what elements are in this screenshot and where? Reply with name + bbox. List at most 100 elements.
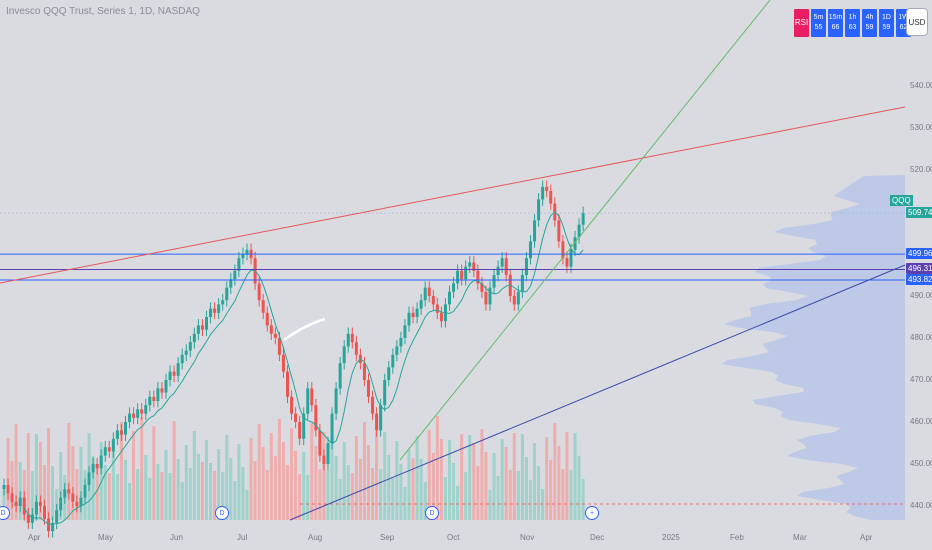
volume-bar (229, 458, 233, 520)
volume-bar (573, 433, 577, 520)
candle-body (472, 262, 476, 271)
candle-body (119, 430, 123, 435)
candle-body (75, 501, 79, 506)
dividend-marker[interactable]: D (0, 506, 10, 520)
timeframe-rsi[interactable]: RSI (794, 9, 809, 37)
volume-bar (431, 453, 435, 520)
volume-bar (553, 423, 557, 520)
volume-bar (468, 435, 472, 520)
x-tick-label: May (98, 533, 114, 542)
volume-bar (95, 464, 99, 520)
volume-bar (140, 417, 144, 520)
volume-bar (196, 454, 200, 520)
volume-bar (43, 465, 46, 520)
candle-body (277, 338, 281, 355)
candle-body (318, 430, 322, 456)
candle-body (132, 413, 136, 418)
timeframe-15m[interactable]: 15m 66 (828, 9, 843, 37)
add-event-marker[interactable]: + (585, 506, 599, 520)
candle-body (67, 489, 71, 494)
volume-bar (411, 458, 415, 520)
volume-bar (269, 433, 273, 520)
volume-bar (34, 434, 38, 520)
volume-bar (496, 476, 500, 520)
candle-body (168, 371, 172, 380)
volume-bar (148, 478, 152, 520)
candle-body (95, 464, 99, 469)
volume-bar (59, 452, 63, 520)
volume-bar (375, 431, 379, 520)
candle-body (286, 371, 289, 397)
candle-body (362, 363, 366, 380)
volume-bar (172, 421, 176, 520)
price-label: 493.82 (906, 273, 932, 285)
volume-bar (358, 459, 362, 520)
y-tick-label: 460.00 (910, 417, 932, 426)
candle-body (71, 493, 75, 502)
volume-bar (164, 450, 168, 520)
candle-body (209, 308, 213, 317)
candle-body (10, 493, 14, 502)
resistance-trendline (0, 106, 906, 284)
price-label: 499.96 (906, 248, 932, 260)
volume-bar (480, 429, 484, 520)
volume-bar (115, 474, 119, 520)
timeframe-4h[interactable]: 4h 59 (862, 9, 877, 37)
volume-bar (354, 436, 358, 520)
candle-body (415, 308, 419, 317)
volume-bar (294, 451, 298, 520)
dividend-marker[interactable]: D (425, 506, 439, 520)
candle-body (184, 350, 188, 355)
candle-body (47, 518, 51, 532)
candle-body (281, 354, 285, 372)
volume-bar (237, 444, 241, 520)
candle-body (172, 371, 176, 376)
volume-bar (581, 479, 585, 520)
candle-body (488, 287, 492, 305)
candle-body (59, 497, 63, 511)
volume-bar (71, 446, 75, 520)
timeframe-rsi-bar: RSI 5m 55 15m 66 1h 63 4h 59 1D 59 1W 62 (794, 9, 911, 37)
candle-body (30, 514, 34, 523)
volume-bar (310, 423, 314, 520)
candle-body (452, 283, 456, 292)
volume-bar (476, 466, 480, 520)
volume-bar (334, 456, 338, 520)
candle-body (346, 333, 350, 347)
candle-body (395, 346, 399, 355)
candle-body (338, 363, 342, 389)
candle-body (233, 270, 237, 280)
dividend-marker[interactable]: D (215, 506, 229, 520)
symbol-label: QQQ (890, 195, 913, 206)
volume-bar (443, 477, 447, 520)
volume-bar (79, 447, 83, 520)
y-tick-label: 520.00 (910, 165, 932, 174)
y-tick-label: 450.00 (910, 459, 932, 468)
volume-bar (200, 462, 204, 520)
x-tick-label: Jun (170, 533, 183, 542)
timeframe-1d[interactable]: 1D 59 (879, 9, 894, 37)
currency-button[interactable]: USD (906, 8, 928, 36)
volume-bar (504, 447, 508, 520)
candle-body (533, 220, 537, 242)
volume-bar (281, 442, 285, 520)
timeframe-5m[interactable]: 5m 55 (811, 9, 826, 37)
candle-body (144, 405, 148, 414)
candle-body (229, 279, 233, 288)
candle-body (26, 514, 30, 523)
candle-body (217, 304, 221, 313)
volume-bar (537, 466, 541, 520)
candle-body (456, 270, 460, 284)
candle-body (221, 300, 225, 305)
candle-body (504, 258, 508, 275)
volume-bar (233, 481, 237, 520)
drawn-stroke (283, 317, 326, 342)
volume-bar (2, 490, 6, 520)
candle-body (322, 455, 326, 464)
candle-body (306, 388, 310, 414)
volume-bar (26, 433, 30, 520)
volume-bar (403, 487, 407, 520)
volume-bar (18, 462, 22, 520)
timeframe-1h[interactable]: 1h 63 (845, 9, 860, 37)
